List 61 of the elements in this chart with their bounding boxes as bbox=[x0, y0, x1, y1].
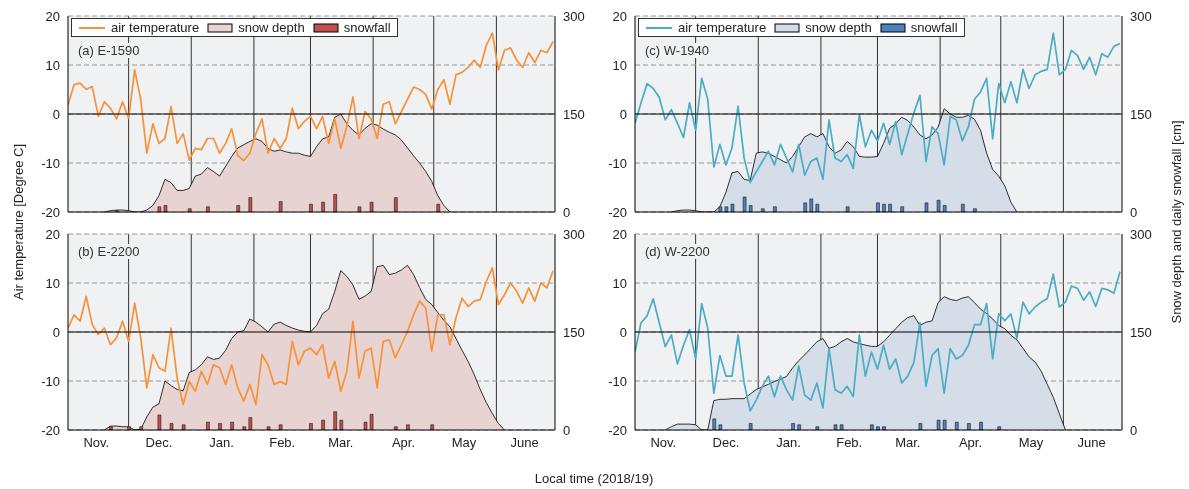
legend-label: air temperature bbox=[678, 20, 767, 35]
x-tick-label: Jan. bbox=[776, 435, 801, 451]
x-tick-label: Jan. bbox=[209, 435, 234, 451]
y-tick-label: -20 bbox=[608, 422, 627, 438]
text: (d) W-2200 bbox=[643, 244, 712, 259]
text: (b) E-2200 bbox=[76, 244, 142, 259]
x-tick-label: Feb. bbox=[269, 435, 296, 451]
legend-label: snow depth bbox=[805, 20, 872, 35]
y2-tick-label: 0 bbox=[563, 422, 571, 438]
y2-axis-title: Snow depth and daily snowfall [cm] bbox=[1168, 120, 1184, 324]
x-tick-label: June bbox=[510, 435, 539, 451]
y-tick-label: 0 bbox=[619, 106, 627, 122]
y2-tick-label: 300 bbox=[1130, 8, 1152, 24]
y-tick-label: 20 bbox=[45, 8, 60, 24]
y-tick-label: 10 bbox=[45, 57, 60, 73]
x-tick-label: Dec. bbox=[712, 435, 740, 451]
y2-tick-label: 150 bbox=[1130, 324, 1152, 340]
y-tick-label: 10 bbox=[45, 275, 60, 291]
y-tick-label: 20 bbox=[612, 226, 627, 242]
text: (a) E-1590 bbox=[76, 43, 142, 58]
y-tick-label: 10 bbox=[612, 57, 627, 73]
x-tick-label: June bbox=[1077, 435, 1106, 451]
x-axis-title: Local time (2018/19) bbox=[534, 470, 654, 486]
y2-tick-label: 300 bbox=[1130, 226, 1152, 242]
y2-tick-label: 0 bbox=[1130, 422, 1138, 438]
y-tick-label: 0 bbox=[52, 324, 60, 340]
x-tick-label: Apr. bbox=[958, 435, 983, 451]
legend-label: snow depth bbox=[238, 20, 305, 35]
y2-tick-label: 300 bbox=[563, 8, 585, 24]
y-tick-label: -20 bbox=[41, 422, 60, 438]
y-tick-label: -10 bbox=[41, 373, 60, 389]
y-tick-label: -10 bbox=[608, 373, 627, 389]
y-axis-title: Air temperature [Degree C] bbox=[10, 143, 26, 301]
legend-label: snowfall bbox=[343, 20, 391, 35]
y-tick-label: 0 bbox=[52, 106, 60, 122]
text: (c) W-1940 bbox=[643, 43, 712, 58]
y-tick-label: 10 bbox=[612, 275, 627, 291]
y-tick-label: -20 bbox=[608, 204, 627, 220]
y-tick-label: 20 bbox=[45, 226, 60, 242]
x-tick-label: Mar. bbox=[895, 435, 921, 451]
x-tick-label: May bbox=[1018, 435, 1044, 451]
y-tick-label: -10 bbox=[41, 155, 60, 171]
x-tick-label: May bbox=[451, 435, 477, 451]
x-tick-label: Dec. bbox=[145, 435, 173, 451]
y2-tick-label: 0 bbox=[563, 204, 571, 220]
y2-tick-label: 150 bbox=[563, 106, 585, 122]
legend-label: snowfall bbox=[910, 20, 958, 35]
y2-tick-label: 150 bbox=[563, 324, 585, 340]
x-tick-label: Nov. bbox=[650, 435, 677, 451]
legend-label: air temperature bbox=[111, 20, 200, 35]
x-tick-label: Nov. bbox=[83, 435, 110, 451]
y2-tick-label: 0 bbox=[1130, 204, 1138, 220]
y2-tick-label: 300 bbox=[563, 226, 585, 242]
x-tick-label: Apr. bbox=[391, 435, 416, 451]
y-tick-label: 0 bbox=[619, 324, 627, 340]
y2-tick-label: 150 bbox=[1130, 106, 1152, 122]
x-tick-label: Feb. bbox=[836, 435, 863, 451]
y-tick-label: -10 bbox=[608, 155, 627, 171]
y-tick-label: -20 bbox=[41, 204, 60, 220]
y-tick-label: 20 bbox=[612, 8, 627, 24]
x-tick-label: Mar. bbox=[328, 435, 354, 451]
